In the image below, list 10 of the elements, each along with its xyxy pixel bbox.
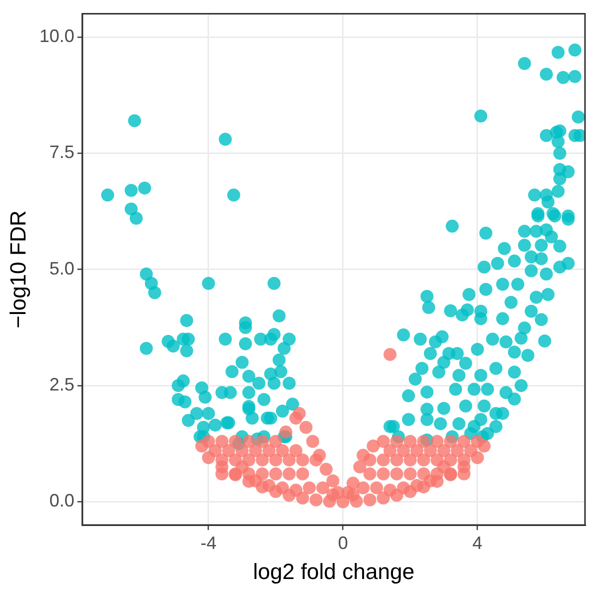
y-tick-label: 10.0	[39, 26, 74, 46]
x-axis-title: log2 fold change	[252, 558, 414, 584]
x-tick-label: 4	[472, 532, 482, 553]
y-tick-label: 2.5	[49, 374, 74, 395]
y-tick-label: 5.0	[49, 258, 74, 278]
y-axis-title: −log10 FDR	[5, 210, 30, 328]
x-tick-label: 0	[338, 532, 348, 553]
y-tick-label: 7.5	[49, 142, 74, 162]
y-tick-label: 0.0	[49, 490, 74, 511]
x-tick-label: -4	[200, 532, 217, 553]
